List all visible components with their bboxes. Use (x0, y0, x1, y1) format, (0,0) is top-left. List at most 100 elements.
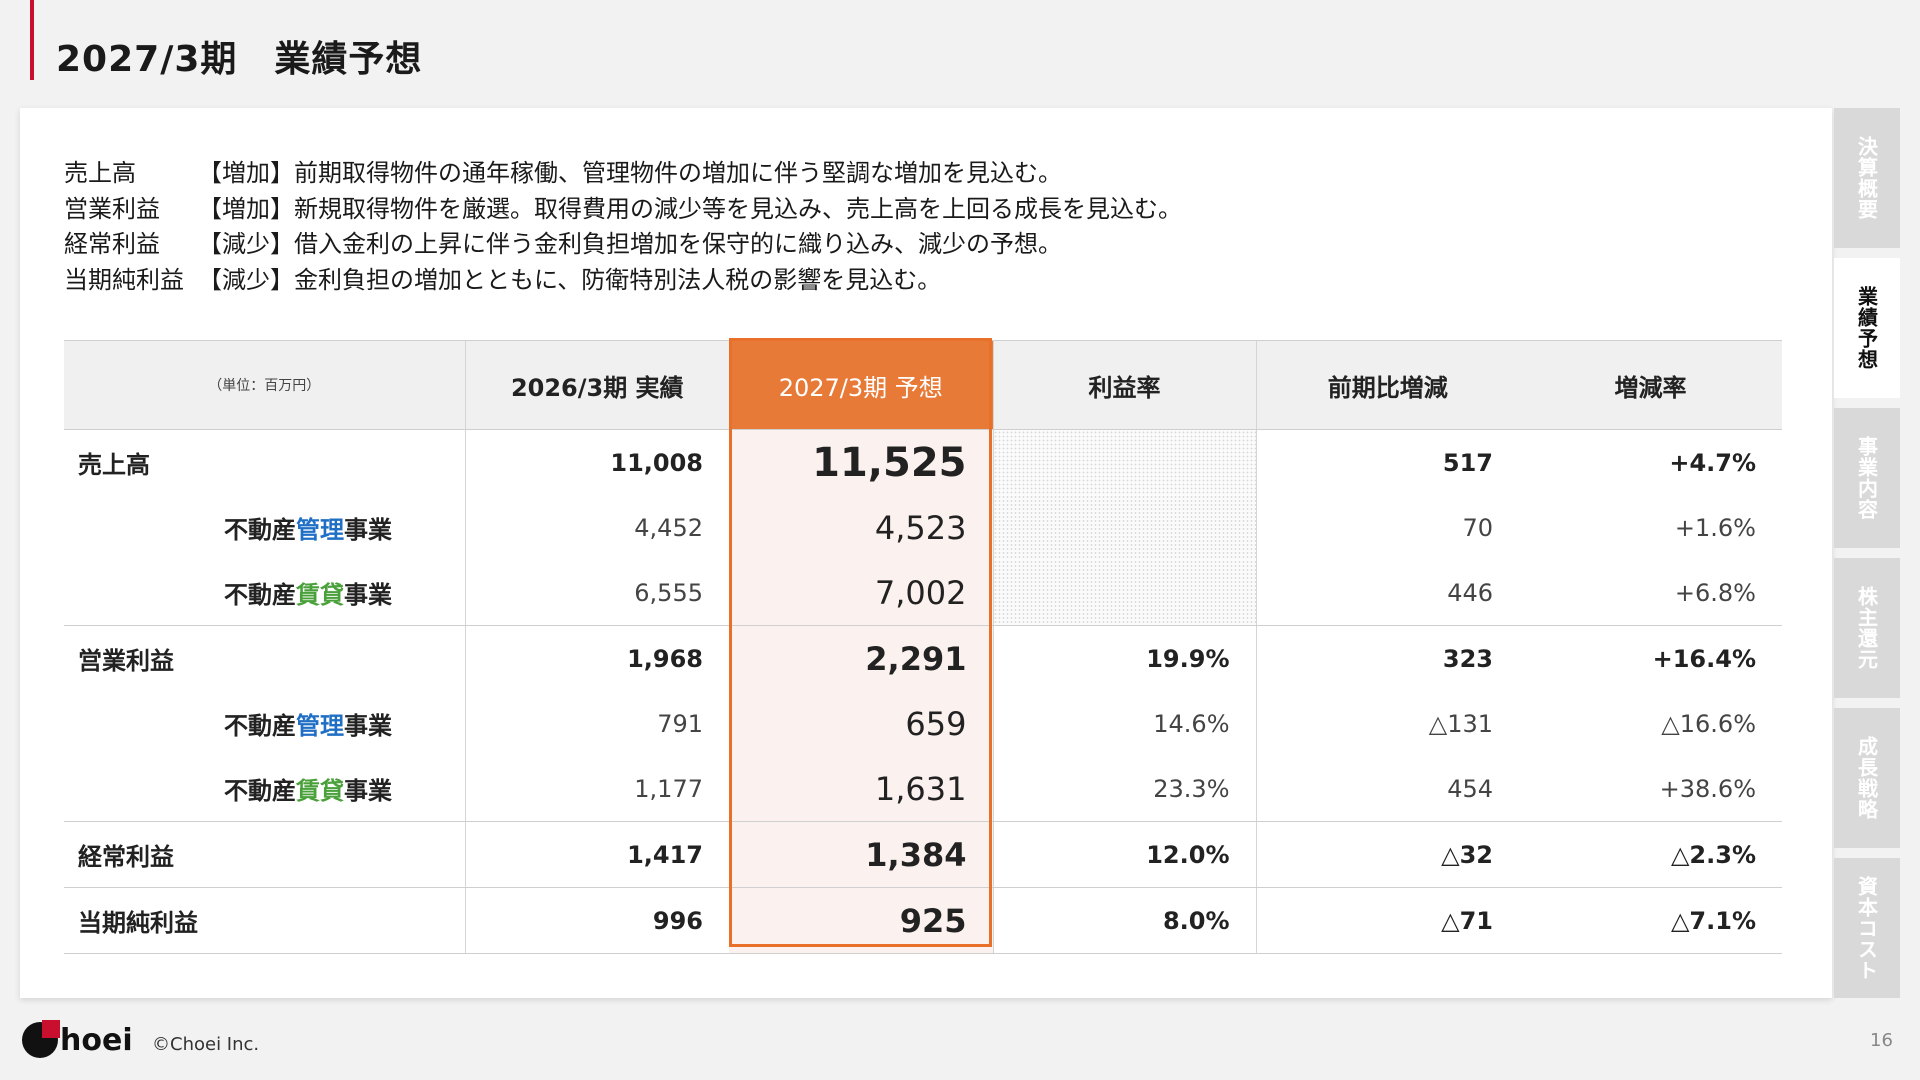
cell-margin-empty (992, 495, 1256, 560)
cell-forecast: 7,002 (729, 560, 993, 626)
sidebar-tab-label: 事業内容 (1854, 436, 1879, 520)
cell-actual: 996 (464, 887, 729, 954)
cell-forecast: 1,384 (729, 821, 993, 888)
seg-prefix: 不動産 (224, 777, 296, 805)
seg-suffix: 事業 (344, 581, 392, 609)
table-row-net-income: 当期純利益 996 925 8.0% △71 △7.1% (64, 887, 1782, 954)
note-label: 営業利益 (64, 194, 160, 223)
note-text: 【増加】新規取得物件を厳選。取得費用の減少等を見込み、売上高を上回る成長を見込む… (198, 194, 1182, 223)
note-net-income: 当期純利益 【減少】金利負担の増加とともに、防衛特別法人税の影響を見込む。 (64, 263, 1182, 299)
cell-diff: 446 (1255, 560, 1519, 626)
sidebar-tab-summary[interactable]: 決算概要 (1834, 108, 1900, 248)
unit-label: （単位：百万円） (64, 340, 465, 430)
forecast-notes: 売上高 【増加】前期取得物件の通年稼働、管理物件の増加に伴う堅調な増加を見込む。… (64, 156, 1182, 298)
page-number: 16 (1870, 1030, 1893, 1051)
cell-actual: 11,008 (464, 429, 729, 495)
choei-logo: hoei (22, 1020, 133, 1058)
sidebar-tab-label: 成長戦略 (1854, 736, 1879, 820)
cell-diff: △131 (1255, 691, 1519, 756)
cell-diff: 454 (1255, 756, 1519, 822)
cell-margin: 12.0% (992, 821, 1256, 888)
cell-margin: 19.9% (992, 625, 1256, 691)
sidebar-tab-shareholder-return[interactable]: 株主還元 (1834, 558, 1900, 698)
cell-diff: 517 (1255, 429, 1519, 495)
title-accent-bar (30, 0, 34, 80)
row-label: 売上高 (78, 451, 150, 479)
cell-margin: 14.6% (992, 691, 1256, 756)
row-label: 当期純利益 (64, 887, 465, 954)
sidebar-tab-cost-of-capital[interactable]: 資本コスト (1834, 858, 1900, 998)
note-operating-profit: 営業利益 【増加】新規取得物件を厳選。取得費用の減少等を見込み、売上高を上回る成… (64, 192, 1182, 228)
seg-chintai: 賃貸 (296, 581, 344, 609)
seg-chintai: 賃貸 (296, 777, 344, 805)
col-header-diff: 前期比増減 (1255, 340, 1519, 430)
cell-forecast: 1,631 (729, 756, 993, 822)
row-label: 不動産賃貸事業 (64, 560, 465, 626)
cell-forecast: 659 (729, 691, 993, 756)
cell-rate: △7.1% (1519, 887, 1782, 954)
cell-margin: 8.0% (992, 887, 1256, 954)
row-label: 営業利益 (78, 647, 174, 675)
note-text: 【減少】借入金利の上昇に伴う金利負担増加を保守的に織り込み、減少の予想。 (198, 230, 1062, 258)
cell-diff: 323 (1255, 625, 1519, 691)
sidebar-tab-label: 資本コスト (1854, 875, 1879, 981)
cell-margin-empty (992, 560, 1256, 626)
row-label: 不動産賃貸事業 (64, 756, 465, 822)
seg-prefix: 不動産 (224, 581, 296, 609)
cell-diff: △71 (1255, 887, 1519, 954)
note-sales: 売上高 【増加】前期取得物件の通年稼働、管理物件の増加に伴う堅調な増加を見込む。 (64, 156, 1182, 192)
col-header-actual: 2026/3期 実績 (464, 340, 729, 430)
table-row-op-kanri: 不動産管理事業 791 659 14.6% △131 △16.6% (64, 691, 1782, 756)
cell-rate: +4.7% (1669, 448, 1756, 477)
cell-rate: △16.6% (1661, 709, 1756, 738)
table-row-ordinary-profit: 経常利益 1,417 1,384 12.0% △32 △2.3% (64, 821, 1782, 888)
table-row-op-chintai: 不動産賃貸事業 1,177 1,631 23.3% 454 +38.6% (64, 756, 1782, 822)
cell-diff: △32 (1255, 821, 1519, 888)
table-row-sales: 売上高 11,008 11,525 517 +4.7% (64, 429, 1782, 495)
note-label: 当期純利益 (64, 265, 184, 294)
col-header-margin: 利益率 (992, 340, 1256, 430)
cell-actual: 4,452 (464, 495, 729, 560)
row-label: 経常利益 (64, 821, 465, 888)
cell-forecast: 11,525 (729, 429, 993, 495)
cell-rate: +38.6% (1519, 756, 1782, 822)
cell-actual: 791 (464, 691, 729, 756)
cell-actual: 1,177 (464, 756, 729, 822)
cell-actual: 1,968 (464, 625, 729, 691)
seg-prefix: 不動産 (224, 516, 296, 544)
note-text: 【増加】前期取得物件の通年稼働、管理物件の増加に伴う堅調な増加を見込む。 (198, 159, 1062, 187)
cell-margin: 23.3% (992, 756, 1256, 822)
note-text: 【減少】金利負担の増加とともに、防衛特別法人税の影響を見込む。 (198, 265, 942, 294)
cell-diff: 70 (1255, 495, 1519, 560)
seg-prefix: 不動産 (224, 712, 296, 740)
seg-suffix: 事業 (344, 712, 392, 740)
table-row-sales-kanri: 不動産管理事業 4,452 4,523 70 +1.6% (64, 495, 1782, 560)
cell-actual: 6,555 (464, 560, 729, 626)
seg-kanri: 管理 (296, 712, 344, 740)
cell-rate: △2.3% (1519, 821, 1782, 888)
note-label: 経常利益 (64, 230, 160, 258)
cell-rate: +1.6% (1674, 513, 1756, 542)
col-header-forecast: 2027/3期 予想 (729, 340, 993, 430)
cell-margin-empty (992, 429, 1256, 495)
seg-suffix: 事業 (344, 516, 392, 544)
cell-forecast: 2,291 (729, 625, 993, 691)
sidebar-tab-business[interactable]: 事業内容 (1834, 408, 1900, 548)
page-title: 2027/3期 業績予想 (56, 39, 423, 80)
table-row-operating-profit: 営業利益 1,968 2,291 19.9% 323 +16.4% (64, 625, 1782, 691)
seg-suffix: 事業 (344, 777, 392, 805)
sidebar-tab-growth-strategy[interactable]: 成長戦略 (1834, 708, 1900, 848)
col-header-rate: 増減率 (1519, 340, 1782, 430)
table-row-sales-chintai: 不動産賃貸事業 6,555 7,002 446 +6.8% (64, 560, 1782, 626)
cell-actual: 1,417 (464, 821, 729, 888)
cell-forecast: 4,523 (729, 495, 993, 560)
cell-forecast: 925 (729, 887, 993, 954)
sidebar-tab-label: 株主還元 (1854, 586, 1879, 670)
sidebar-tab-label: 業績予想 (1854, 286, 1879, 370)
logo-mark-icon (22, 1020, 60, 1058)
table-header-row: （単位：百万円） 2026/3期 実績 2027/3期 予想 利益率 前期比増減… (64, 340, 1782, 430)
forecast-table: （単位：百万円） 2026/3期 実績 2027/3期 予想 利益率 前期比増減… (64, 340, 1782, 954)
seg-kanri: 管理 (296, 516, 344, 544)
sidebar-tab-forecast[interactable]: 業績予想 (1834, 258, 1900, 398)
cell-rate: +16.4% (1652, 644, 1756, 673)
